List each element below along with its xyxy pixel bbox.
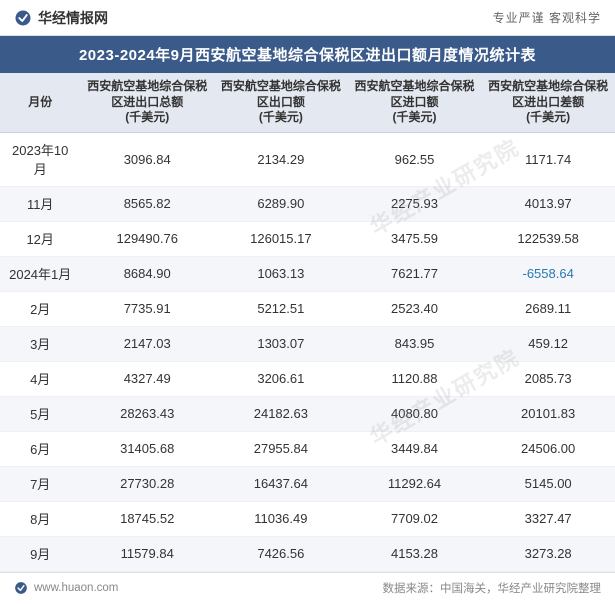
cell-export: 27955.84 [214,431,348,466]
cell-total: 4327.49 [80,361,214,396]
cell-export: 16437.64 [214,466,348,501]
brand: 华经情报网 [14,8,108,28]
table-row: 2024年1月8684.901063.137621.77-6558.64 [0,256,615,291]
table-row: 8月18745.5211036.497709.023327.47 [0,501,615,536]
table-row: 4月4327.493206.611120.882085.73 [0,361,615,396]
cell-export: 1063.13 [214,256,348,291]
cell-import: 7709.02 [348,501,482,536]
data-table-wrap: 月份西安航空基地综合保税区进出口总额(千美元)西安航空基地综合保税区出口额(千美… [0,73,615,572]
cell-month: 6月 [0,431,80,466]
cell-diff: 3327.47 [481,501,615,536]
table-row: 9月11579.847426.564153.283273.28 [0,536,615,571]
table-row: 6月31405.6827955.843449.8424506.00 [0,431,615,466]
cell-diff: 24506.00 [481,431,615,466]
cell-import: 962.55 [348,132,482,186]
brand-name: 华经情报网 [38,8,108,28]
cell-diff: 20101.83 [481,396,615,431]
cell-total: 11579.84 [80,536,214,571]
cell-month: 4月 [0,361,80,396]
table-row: 7月27730.2816437.6411292.645145.00 [0,466,615,501]
cell-diff: -6558.64 [481,256,615,291]
cell-month: 12月 [0,221,80,256]
table-row: 12月129490.76126015.173475.59122539.58 [0,221,615,256]
cell-export: 126015.17 [214,221,348,256]
cell-import: 11292.64 [348,466,482,501]
cell-diff: 2689.11 [481,291,615,326]
page-title: 2023-2024年9月西安航空基地综合保税区进出口额月度情况统计表 [0,36,615,73]
cell-total: 7735.91 [80,291,214,326]
cell-diff: 1171.74 [481,132,615,186]
cell-diff: 5145.00 [481,466,615,501]
cell-export: 6289.90 [214,186,348,221]
cell-total: 28263.43 [80,396,214,431]
brand-slogan: 专业严谨 客观科学 [493,9,601,26]
cell-total: 27730.28 [80,466,214,501]
cell-total: 129490.76 [80,221,214,256]
cell-month: 5月 [0,396,80,431]
footer-source: 数据来源：中国海关，华经产业研究院整理 [383,580,602,596]
cell-export: 2134.29 [214,132,348,186]
footer-site: www.huaon.com [34,582,118,594]
table-row: 2023年10月3096.842134.29962.551171.74 [0,132,615,186]
cell-diff: 3273.28 [481,536,615,571]
cell-diff: 2085.73 [481,361,615,396]
cell-month: 9月 [0,536,80,571]
cell-total: 3096.84 [80,132,214,186]
cell-export: 11036.49 [214,501,348,536]
cell-export: 5212.51 [214,291,348,326]
cell-total: 8565.82 [80,186,214,221]
cell-import: 1120.88 [348,361,482,396]
cell-import: 3449.84 [348,431,482,466]
top-bar: 华经情报网 专业严谨 客观科学 [0,0,615,36]
cell-total: 18745.52 [80,501,214,536]
data-table: 月份西安航空基地综合保税区进出口总额(千美元)西安航空基地综合保税区出口额(千美… [0,73,615,572]
cell-import: 7621.77 [348,256,482,291]
cell-import: 2275.93 [348,186,482,221]
table-row: 11月8565.826289.902275.934013.97 [0,186,615,221]
cell-import: 2523.40 [348,291,482,326]
cell-month: 2024年1月 [0,256,80,291]
cell-import: 843.95 [348,326,482,361]
footer-bar: www.huaon.com 数据来源：中国海关，华经产业研究院整理 [0,572,615,604]
col-header-1: 西安航空基地综合保税区进出口总额(千美元) [80,73,214,132]
cell-month: 11月 [0,186,80,221]
cell-month: 3月 [0,326,80,361]
brand-logo-icon [14,9,32,27]
cell-total: 2147.03 [80,326,214,361]
cell-diff: 459.12 [481,326,615,361]
col-header-0: 月份 [0,73,80,132]
cell-import: 4153.28 [348,536,482,571]
cell-export: 7426.56 [214,536,348,571]
cell-total: 8684.90 [80,256,214,291]
footer-logo-icon [14,581,28,595]
col-header-2: 西安航空基地综合保税区出口额(千美元) [214,73,348,132]
cell-month: 2月 [0,291,80,326]
col-header-4: 西安航空基地综合保税区进出口差额(千美元) [481,73,615,132]
table-body: 2023年10月3096.842134.29962.551171.7411月85… [0,132,615,571]
cell-diff: 4013.97 [481,186,615,221]
cell-month: 8月 [0,501,80,536]
cell-diff: 122539.58 [481,221,615,256]
cell-import: 3475.59 [348,221,482,256]
cell-month: 7月 [0,466,80,501]
footer-left: www.huaon.com [14,581,118,595]
table-row: 5月28263.4324182.634080.8020101.83 [0,396,615,431]
table-head: 月份西安航空基地综合保税区进出口总额(千美元)西安航空基地综合保税区出口额(千美… [0,73,615,132]
table-row: 2月7735.915212.512523.402689.11 [0,291,615,326]
cell-import: 4080.80 [348,396,482,431]
cell-total: 31405.68 [80,431,214,466]
cell-month: 2023年10月 [0,132,80,186]
table-row: 3月2147.031303.07843.95459.12 [0,326,615,361]
cell-export: 24182.63 [214,396,348,431]
col-header-3: 西安航空基地综合保税区进口额(千美元) [348,73,482,132]
cell-export: 1303.07 [214,326,348,361]
cell-export: 3206.61 [214,361,348,396]
